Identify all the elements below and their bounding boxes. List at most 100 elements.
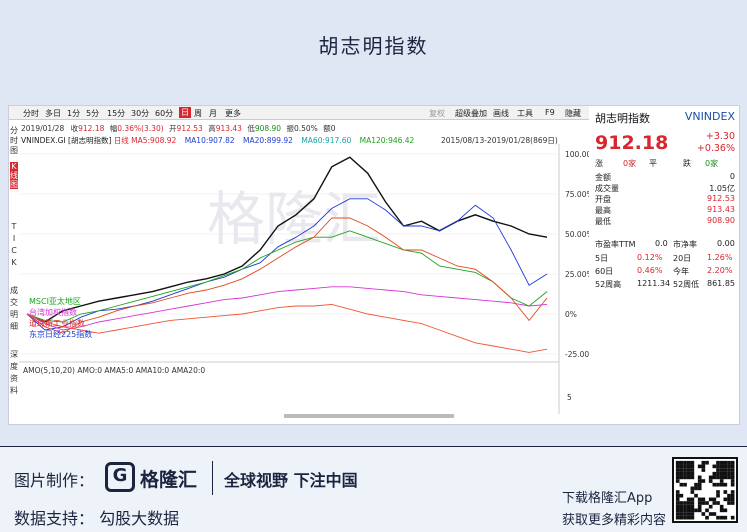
quote-code[interactable]: VNINDEX [684,110,735,123]
qr-module [708,504,713,509]
sidebar-char[interactable]: K [11,258,17,267]
footer-divider [212,461,213,495]
sidebar-char[interactable]: 时 [10,136,18,145]
qr-module [716,490,720,494]
sidebar-char[interactable]: K [10,162,18,171]
sidebar-char[interactable]: I [12,234,16,243]
qr-module [705,515,709,520]
performance-label: 60日 [595,267,614,276]
qr-module [697,497,702,502]
tab-15min[interactable]: 15分 [107,109,126,118]
tab-weekly[interactable]: 周 [194,109,202,118]
series-line-225 [26,286,548,331]
tab-5min[interactable]: 5分 [86,109,100,118]
tab-more[interactable]: 更多 [225,109,241,118]
qr-module [730,497,735,502]
quote-row-label: 开盘 [595,195,611,204]
quote-row: 最高 913.43 [595,205,735,216]
sidebar-char[interactable]: 分 [10,126,18,135]
tab-multiday[interactable]: 多日 [45,109,61,118]
sidebar-char[interactable]: 线 [10,171,18,180]
info-amp: 0.50% [293,124,318,133]
qr-module [701,464,706,469]
qr-module [683,482,687,487]
qr-module [697,504,702,509]
tab-monthly[interactable]: 月 [209,109,217,118]
tab-60min[interactable]: 60分 [155,109,174,118]
sidebar-char[interactable]: 深 [10,350,18,359]
qr-module [716,501,720,505]
tools-button[interactable]: 工具 [517,109,533,118]
overlay-button[interactable]: 超级叠加 [455,109,487,118]
qr-module [697,479,702,483]
quote-row-value: 913.43 [707,205,735,214]
quote-row-label: 最高 [595,206,611,215]
sidebar-char[interactable]: C [11,246,17,255]
slogan: 全球视野 下注中国 [224,471,358,490]
ma5-value: MA5:908.92 [131,136,177,145]
tab-intraday[interactable]: 分时 [23,109,39,118]
tab-1min[interactable]: 1分 [67,109,81,118]
qr-module [686,501,691,505]
qr-module [683,504,687,509]
sidebar-char[interactable]: 成 [10,286,18,295]
up-count: 0家 [623,159,637,168]
tab-30min[interactable]: 30分 [131,109,150,118]
chart-grid [19,153,557,355]
qr-module [701,468,706,472]
data-support: 数据支持： 勾股大数据 [14,509,180,528]
info-change-label: 幅 [109,124,118,133]
info-low-label: 低 [247,124,255,133]
qr-module [675,508,680,513]
qr-module [730,479,735,483]
qr-module [679,471,684,476]
performance-row: 5日 0.12% 20日 1.26% [595,253,735,264]
chart-scrollbar[interactable] [284,414,454,418]
pe-label: 市盈率TTM [595,240,636,249]
qr-module [719,468,724,472]
qr-module [716,471,720,476]
tab-daily[interactable]: 日 [179,107,191,118]
legend-item: 道琼斯工业指数 [29,318,85,328]
sidebar-char[interactable]: 图 [10,180,18,189]
qr-module [723,464,728,469]
sidebar-char[interactable]: 明 [10,310,18,319]
qr-module [694,486,698,491]
sidebar-char[interactable]: T [11,222,17,231]
view-sidebar: 分 时 图 K 线 图 T I C K 成 交 明 细 深 度 资 料 [9,122,19,422]
quote-change-abs: +3.30 [705,131,735,142]
adjust-button[interactable]: 复权 [429,109,445,118]
performance-value: 1.26% [707,253,733,262]
sidebar-char[interactable]: 细 [10,322,18,331]
qr-module [683,475,687,480]
qr-module [719,475,724,480]
down-count: 0家 [705,159,719,168]
series-line-VNINDEX [26,156,548,323]
sidebar-char[interactable]: 图 [10,146,18,155]
sidebar-char[interactable]: 交 [10,298,18,307]
qr-module [719,479,724,483]
info-close-label: 收 [70,124,79,133]
sidebar-char[interactable]: 度 [10,362,18,371]
comparison-chart[interactable]: 格隆汇 100.00%75.00%50.00%25.00%0%-25.00% M… [19,144,589,424]
info-amp-label: 振 [286,124,294,133]
sidebar-char[interactable]: 资 [10,374,18,383]
qr-module [701,497,706,502]
period-toolbar: 分时 多日 1分 5分 15分 30分 60分 日 周 月 更多 复权 超级叠加… [9,106,589,120]
info-vol: 0 [330,124,336,133]
info-low: 908.90 [254,124,282,133]
qr-module [690,497,695,502]
sidebar-char[interactable]: 料 [10,386,18,395]
y-tick-label: 75.00% [565,190,589,199]
qr-module [730,464,735,469]
performance-value: 0.12% [637,253,663,262]
quote-row: 最低 908.90 [595,216,735,227]
draw-button[interactable]: 画线 [493,109,509,118]
qr-module [712,501,717,505]
qr-module [727,497,731,502]
qr-module [727,460,731,465]
qr-module [683,515,687,520]
f9-button[interactable]: F9 [545,108,555,117]
performance-value: 861.85 [707,279,735,288]
hide-button[interactable]: 隐藏 [565,109,581,118]
